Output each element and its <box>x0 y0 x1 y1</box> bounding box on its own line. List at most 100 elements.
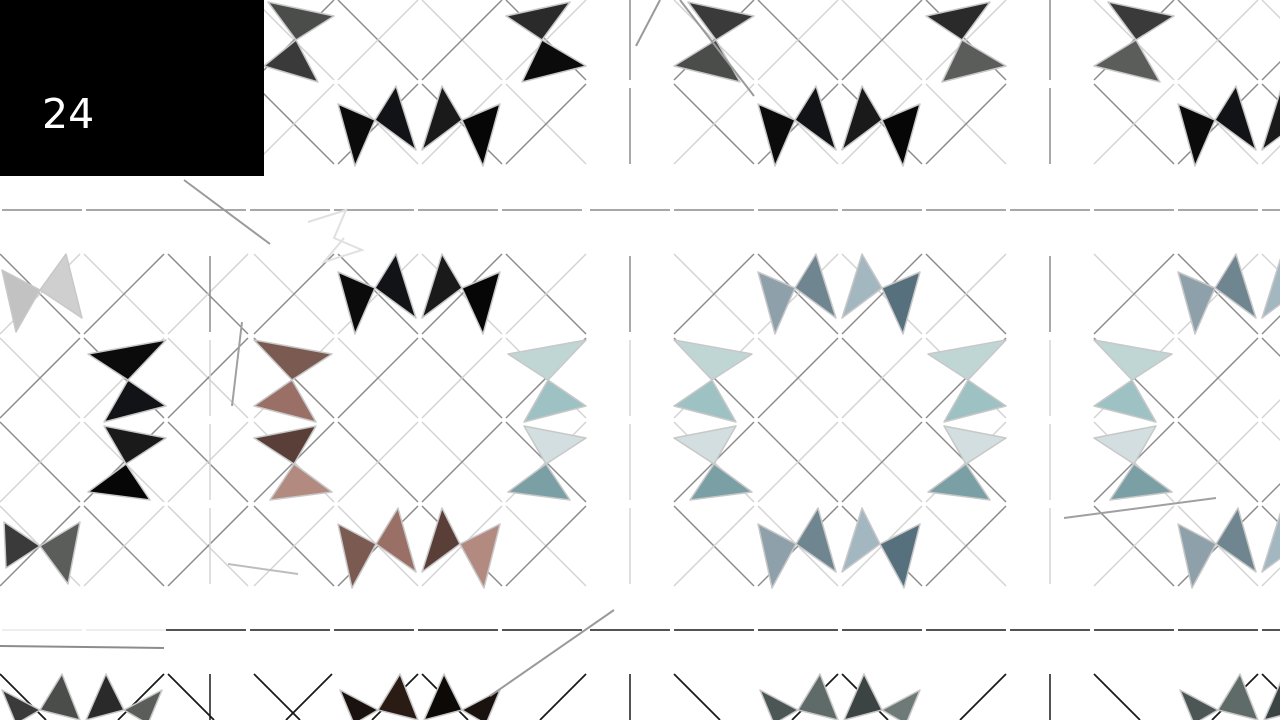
triangle-tile <box>673 39 741 83</box>
diagonal-line <box>421 253 503 335</box>
triangle-tile <box>39 673 81 720</box>
diagonal-line <box>1093 673 1141 720</box>
triangle-tile <box>673 425 737 465</box>
triangle-tile <box>881 271 921 335</box>
triangle-tile <box>339 689 379 720</box>
triangle-tile <box>757 271 796 335</box>
stray-line <box>227 563 299 575</box>
triangle-tile <box>841 85 883 151</box>
diagonal-line <box>167 505 249 587</box>
diagonal-line <box>925 253 1007 335</box>
triangle-tile <box>1261 511 1280 573</box>
triangle-tile <box>523 379 587 423</box>
triangle-tile <box>423 673 463 720</box>
diagonal-line <box>841 253 923 335</box>
triangle-tile <box>1263 681 1280 720</box>
triangle-tile <box>1 689 41 720</box>
triangle-tile <box>881 689 921 720</box>
diagonal-line <box>117 673 165 720</box>
counter-panel: 24 <box>0 0 264 176</box>
diagonal-line <box>925 505 1007 587</box>
triangle-tile <box>1177 271 1216 335</box>
triangle-tile <box>3 521 41 569</box>
triangle-tile <box>521 39 587 83</box>
triangle-tile <box>267 1 335 41</box>
diagonal-line <box>1261 253 1280 274</box>
diagonal-line <box>337 421 419 503</box>
diagonal-line <box>167 337 249 419</box>
diagonal-line <box>673 253 755 335</box>
diagonal-line <box>83 253 165 335</box>
diagonal-line <box>925 83 1007 165</box>
diagonal-line <box>925 0 1007 81</box>
triangle-tile <box>377 673 419 720</box>
diagonal-line <box>1177 0 1259 81</box>
triangle-tile <box>461 271 501 335</box>
triangle-tile <box>841 507 881 573</box>
triangle-tile <box>1107 1 1175 41</box>
triangle-tile <box>943 379 1007 423</box>
triangle-tile <box>103 425 167 465</box>
triangle-tile <box>795 507 837 573</box>
diagonal-line <box>1261 83 1280 104</box>
triangle-tile <box>1093 425 1157 465</box>
triangle-tile <box>85 673 125 720</box>
stray-line <box>0 645 165 649</box>
triangle-tile <box>794 85 837 151</box>
diagonal-line <box>1093 83 1175 165</box>
stray-line <box>635 0 661 47</box>
diagonal-line <box>505 505 587 587</box>
triangle-tile <box>374 253 417 319</box>
triangle-tile <box>759 689 799 720</box>
triangle-tile <box>507 339 587 381</box>
triangle-tile <box>1214 85 1257 151</box>
diagonal-line <box>673 673 721 720</box>
triangle-tile <box>1093 379 1157 423</box>
triangle-tile <box>337 103 376 167</box>
diagonal-line <box>421 0 503 81</box>
diagonal-line <box>841 0 923 81</box>
triangle-tile <box>927 463 991 501</box>
triangle-tile <box>1217 673 1259 720</box>
triangle-tile <box>757 103 796 167</box>
diagonal-line <box>841 337 923 419</box>
triangle-tile <box>841 253 883 319</box>
diagonal-line <box>1177 421 1259 503</box>
diagonal-line <box>253 505 335 587</box>
ghost-triangle-outline <box>307 208 365 264</box>
stray-line <box>231 321 243 407</box>
triangle-tile <box>337 271 376 335</box>
diagonal-line <box>1261 505 1280 526</box>
triangle-tile <box>461 689 501 720</box>
diagonal-line <box>841 421 923 503</box>
diagonal-line <box>421 83 503 165</box>
diagonal-line <box>1261 314 1280 335</box>
stray-line <box>1063 497 1217 519</box>
diagonal-line <box>253 673 301 720</box>
diagonal-line <box>167 421 249 503</box>
triangle-tile <box>421 253 463 319</box>
triangle-tile <box>687 1 755 41</box>
triangle-tile <box>1261 89 1280 151</box>
triangle-tile <box>1177 103 1216 167</box>
triangle-tile <box>505 1 571 41</box>
diagonal-line <box>1261 482 1280 503</box>
triangle-tile <box>1179 689 1219 720</box>
triangle-tile <box>1093 39 1161 83</box>
diagonal-line <box>757 337 839 419</box>
triangle-tile <box>689 463 753 501</box>
diagonal-line <box>1177 337 1259 419</box>
triangle-tile <box>1214 253 1257 319</box>
triangle-tile <box>421 507 461 573</box>
triangle-tile <box>507 463 571 501</box>
stray-line <box>679 0 755 97</box>
triangle-tile <box>843 673 883 720</box>
triangle-tile <box>757 523 797 589</box>
diagonal-line <box>757 421 839 503</box>
triangle-tile <box>253 425 317 465</box>
triangle-tile <box>253 379 317 423</box>
diagonal-line <box>253 83 335 165</box>
triangle-tile <box>1261 257 1280 319</box>
